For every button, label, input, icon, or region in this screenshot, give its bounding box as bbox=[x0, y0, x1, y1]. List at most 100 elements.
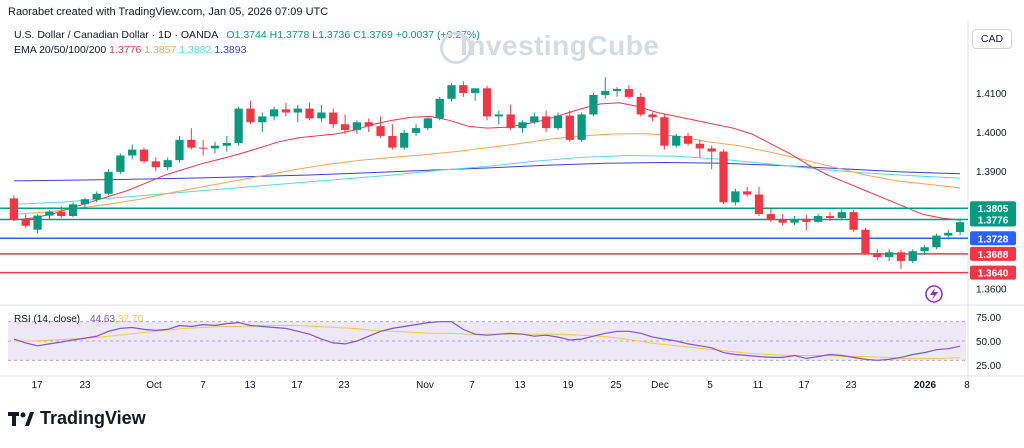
candle-body bbox=[151, 161, 160, 168]
time-tick: Oct bbox=[146, 380, 162, 391]
candle-body bbox=[601, 91, 610, 95]
price-tick: 1.4000 bbox=[976, 128, 1007, 139]
ohlc-line: U.S. Dollar / Canadian Dollar · 1D · OAN… bbox=[14, 28, 480, 43]
candle-body bbox=[163, 160, 172, 168]
candle-body bbox=[932, 235, 941, 248]
candle-body bbox=[57, 211, 66, 217]
ema20-value: 1.3776 bbox=[109, 44, 142, 56]
time-tick: 8 bbox=[964, 380, 970, 391]
candle-body bbox=[482, 88, 492, 117]
candle-body bbox=[222, 142, 231, 146]
candle-body bbox=[577, 114, 586, 140]
candle-body bbox=[293, 108, 302, 113]
watermark: InvestingCube bbox=[460, 30, 660, 61]
candle-body bbox=[648, 114, 657, 118]
rsi-band bbox=[8, 321, 966, 361]
candle-body bbox=[955, 222, 965, 233]
candle-body bbox=[210, 145, 220, 149]
candle-body bbox=[269, 109, 279, 117]
level-label-1.3640: 1.3640 bbox=[978, 269, 1009, 280]
candle-body bbox=[589, 94, 598, 115]
time-tick: 7 bbox=[469, 380, 475, 391]
rsi-ma-value: 32.70 bbox=[118, 314, 143, 325]
candle-body bbox=[861, 229, 870, 254]
tradingview-footer[interactable]: TradingView bbox=[8, 408, 146, 429]
candle-body bbox=[636, 96, 645, 115]
candle-body bbox=[707, 148, 716, 152]
candle-body bbox=[802, 219, 811, 222]
candle-body bbox=[494, 114, 503, 117]
level-tag-1.3640 bbox=[970, 265, 1016, 280]
candle-body bbox=[825, 216, 835, 218]
candle-body bbox=[471, 88, 480, 93]
candle-body bbox=[33, 215, 42, 230]
price-tick: 1.3600 bbox=[976, 284, 1007, 295]
time-tick: 17 bbox=[31, 380, 43, 391]
ema50-line bbox=[13, 133, 961, 215]
candle-body bbox=[790, 219, 799, 223]
candle-body bbox=[128, 149, 137, 156]
rsi-ma-line bbox=[13, 325, 961, 359]
candle-body bbox=[352, 122, 362, 131]
rsi-tick: 25.00 bbox=[976, 361, 1001, 372]
candle-body bbox=[695, 143, 705, 149]
currency-button[interactable]: CAD bbox=[972, 29, 1012, 49]
candle-body bbox=[9, 198, 19, 220]
time-tick: 23 bbox=[845, 380, 857, 391]
candle-body bbox=[766, 214, 775, 220]
candle-body bbox=[317, 112, 326, 119]
ema200-line bbox=[13, 161, 961, 182]
level-label-1.3688: 1.3688 bbox=[978, 250, 1009, 261]
rsi-line bbox=[13, 321, 961, 361]
high-value: H1.3778 bbox=[269, 29, 310, 41]
candle-body bbox=[199, 147, 208, 149]
candle-body bbox=[896, 252, 906, 261]
level-label-1.3805: 1.3805 bbox=[978, 204, 1009, 215]
candle-body bbox=[530, 116, 539, 123]
candle-body bbox=[873, 253, 882, 258]
ema200-value: 1.3893 bbox=[214, 44, 247, 56]
level-tag-1.3805 bbox=[970, 201, 1016, 216]
candle-body bbox=[281, 109, 291, 113]
ema-line: EMA 20/50/100/200 1.3776 1.3857 1.3882 1… bbox=[14, 43, 480, 58]
created-by-text: Raorabet created with TradingView.com, J… bbox=[8, 6, 329, 18]
close-value: C1.3769 bbox=[353, 29, 393, 41]
candle-body bbox=[908, 251, 917, 261]
candle-body bbox=[246, 108, 255, 123]
candle-body bbox=[234, 108, 243, 143]
ema50-value: 1.3857 bbox=[144, 44, 177, 56]
time-tick: Dec bbox=[651, 380, 669, 391]
candle-body bbox=[553, 115, 563, 129]
candle-body bbox=[423, 118, 433, 129]
candle-body bbox=[376, 126, 385, 136]
time-tick: 13 bbox=[514, 380, 526, 391]
time-tick: Nov bbox=[416, 380, 434, 391]
candle-body bbox=[388, 135, 397, 148]
candle-body bbox=[258, 116, 267, 123]
candle-body bbox=[92, 193, 101, 200]
candle-body bbox=[411, 128, 421, 133]
candle-body bbox=[104, 171, 113, 194]
candle-body bbox=[612, 89, 622, 92]
ema100-line bbox=[13, 154, 961, 205]
candle-body bbox=[944, 232, 953, 236]
candle-body bbox=[305, 108, 314, 119]
tradingview-logo-icon bbox=[8, 411, 34, 426]
candle-body bbox=[435, 98, 444, 119]
symbol-info-panel: U.S. Dollar / Canadian Dollar · 1D · OAN… bbox=[14, 28, 480, 58]
ema-label[interactable]: EMA 20/50/100/200 bbox=[14, 44, 107, 56]
candle-body bbox=[139, 149, 149, 162]
symbol-title[interactable]: U.S. Dollar / Canadian Dollar · 1D · OAN… bbox=[14, 29, 218, 41]
alert-bolt-icon bbox=[925, 285, 943, 303]
candle-body bbox=[920, 247, 929, 252]
candle-body bbox=[731, 191, 740, 203]
candle-body bbox=[447, 85, 456, 99]
time-tick: 17 bbox=[798, 380, 810, 391]
time-tick: 19 bbox=[562, 380, 574, 391]
candle-body bbox=[683, 135, 693, 144]
time-tick: 23 bbox=[338, 380, 350, 391]
price-tick: 1.4100 bbox=[976, 89, 1007, 100]
candle-body bbox=[814, 216, 823, 222]
candle-body bbox=[743, 191, 752, 195]
